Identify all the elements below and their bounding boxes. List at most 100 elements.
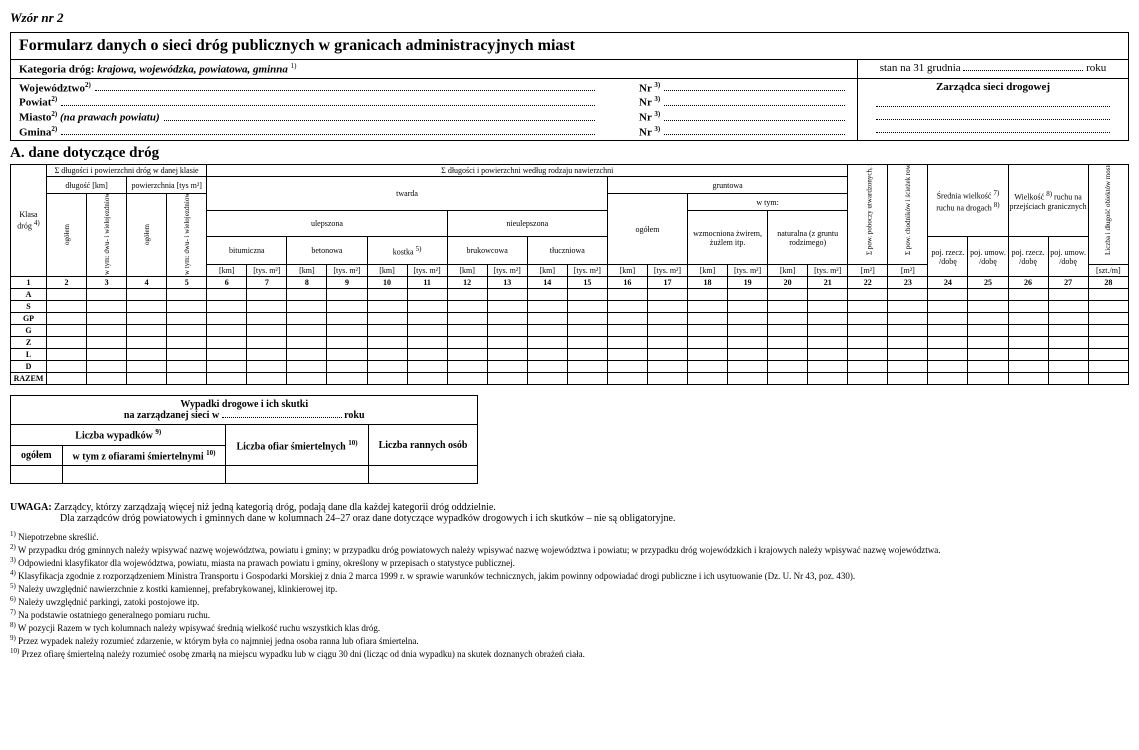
data-cell[interactable]: [487, 301, 527, 313]
data-cell[interactable]: [848, 289, 888, 301]
data-cell[interactable]: [968, 301, 1008, 313]
data-cell[interactable]: [728, 349, 768, 361]
data-cell[interactable]: [928, 349, 968, 361]
data-cell[interactable]: [968, 289, 1008, 301]
data-cell[interactable]: [87, 349, 127, 361]
data-cell[interactable]: [407, 301, 447, 313]
data-cell[interactable]: [968, 325, 1008, 337]
data-cell[interactable]: [808, 361, 848, 373]
data-cell[interactable]: [888, 373, 928, 385]
data-cell[interactable]: [247, 373, 287, 385]
data-cell[interactable]: [1008, 325, 1048, 337]
data-cell[interactable]: [1008, 349, 1048, 361]
data-cell[interactable]: [1008, 313, 1048, 325]
data-cell[interactable]: [87, 325, 127, 337]
data-cell[interactable]: [768, 301, 808, 313]
data-cell[interactable]: [87, 373, 127, 385]
data-cell[interactable]: [688, 325, 728, 337]
data-cell[interactable]: [888, 337, 928, 349]
data-cell[interactable]: [287, 361, 327, 373]
data-cell[interactable]: [527, 361, 567, 373]
data-cell[interactable]: [567, 349, 607, 361]
data-cell[interactable]: [647, 313, 687, 325]
data-cell[interactable]: [688, 337, 728, 349]
wyp-cell[interactable]: [226, 466, 368, 484]
data-cell[interactable]: [607, 361, 647, 373]
data-cell[interactable]: [1048, 373, 1088, 385]
data-cell[interactable]: [728, 373, 768, 385]
data-cell[interactable]: [928, 337, 968, 349]
data-cell[interactable]: [487, 325, 527, 337]
data-cell[interactable]: [527, 289, 567, 301]
data-cell[interactable]: [1008, 289, 1048, 301]
data-cell[interactable]: [848, 301, 888, 313]
data-cell[interactable]: [1048, 349, 1088, 361]
data-cell[interactable]: [808, 313, 848, 325]
data-cell[interactable]: [127, 289, 167, 301]
data-cell[interactable]: [487, 349, 527, 361]
data-cell[interactable]: [647, 349, 687, 361]
data-cell[interactable]: [207, 349, 247, 361]
data-cell[interactable]: [327, 325, 367, 337]
data-cell[interactable]: [888, 289, 928, 301]
data-cell[interactable]: [367, 325, 407, 337]
data-cell[interactable]: [367, 313, 407, 325]
data-cell[interactable]: [407, 289, 447, 301]
data-cell[interactable]: [1088, 361, 1128, 373]
data-cell[interactable]: [447, 349, 487, 361]
data-cell[interactable]: [567, 313, 607, 325]
data-cell[interactable]: [728, 301, 768, 313]
data-cell[interactable]: [968, 349, 1008, 361]
data-cell[interactable]: [447, 313, 487, 325]
data-cell[interactable]: [1088, 301, 1128, 313]
data-cell[interactable]: [647, 289, 687, 301]
data-cell[interactable]: [287, 301, 327, 313]
wyp-cell[interactable]: [62, 466, 226, 484]
data-cell[interactable]: [127, 313, 167, 325]
data-cell[interactable]: [487, 313, 527, 325]
data-cell[interactable]: [447, 325, 487, 337]
data-cell[interactable]: [527, 313, 567, 325]
data-cell[interactable]: [808, 325, 848, 337]
data-cell[interactable]: [1088, 325, 1128, 337]
data-cell[interactable]: [47, 361, 87, 373]
data-cell[interactable]: [47, 289, 87, 301]
data-cell[interactable]: [968, 337, 1008, 349]
data-cell[interactable]: [207, 361, 247, 373]
data-cell[interactable]: [647, 337, 687, 349]
data-cell[interactable]: [127, 337, 167, 349]
data-cell[interactable]: [487, 337, 527, 349]
data-cell[interactable]: [607, 349, 647, 361]
data-cell[interactable]: [87, 337, 127, 349]
data-cell[interactable]: [207, 313, 247, 325]
data-cell[interactable]: [407, 313, 447, 325]
data-cell[interactable]: [407, 373, 447, 385]
data-cell[interactable]: [688, 289, 728, 301]
data-cell[interactable]: [487, 373, 527, 385]
data-cell[interactable]: [47, 301, 87, 313]
data-cell[interactable]: [87, 313, 127, 325]
data-cell[interactable]: [447, 337, 487, 349]
data-cell[interactable]: [567, 289, 607, 301]
data-cell[interactable]: [207, 373, 247, 385]
data-cell[interactable]: [447, 289, 487, 301]
data-cell[interactable]: [247, 349, 287, 361]
data-cell[interactable]: [888, 301, 928, 313]
data-cell[interactable]: [968, 313, 1008, 325]
data-cell[interactable]: [207, 325, 247, 337]
data-cell[interactable]: [728, 337, 768, 349]
data-cell[interactable]: [728, 361, 768, 373]
data-cell[interactable]: [1048, 313, 1088, 325]
data-cell[interactable]: [87, 301, 127, 313]
data-cell[interactable]: [647, 301, 687, 313]
data-cell[interactable]: [247, 301, 287, 313]
data-cell[interactable]: [607, 325, 647, 337]
data-cell[interactable]: [768, 337, 808, 349]
data-cell[interactable]: [367, 289, 407, 301]
data-cell[interactable]: [1008, 301, 1048, 313]
data-cell[interactable]: [808, 337, 848, 349]
data-cell[interactable]: [247, 325, 287, 337]
data-cell[interactable]: [647, 373, 687, 385]
data-cell[interactable]: [1048, 301, 1088, 313]
data-cell[interactable]: [768, 373, 808, 385]
